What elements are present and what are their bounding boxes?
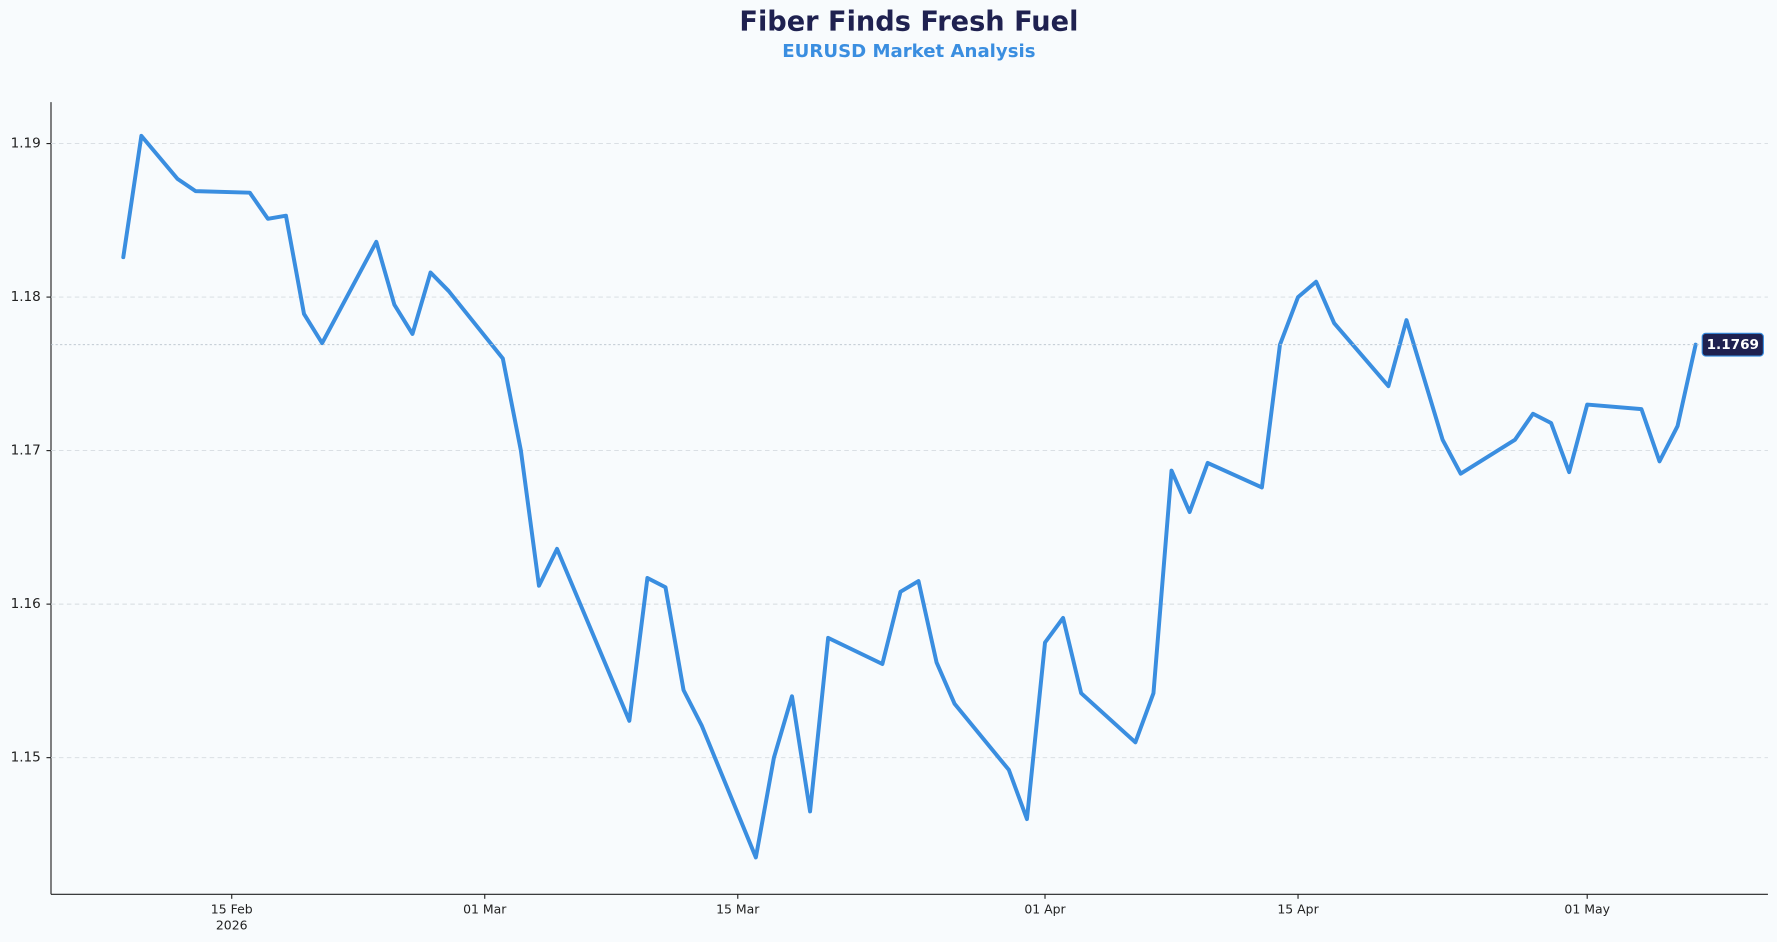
price-line	[121, 133, 1698, 860]
last-price-badge	[1701, 332, 1764, 357]
y-tick-label: 1.18	[11, 289, 41, 305]
x-tick-year: 2026	[216, 918, 248, 933]
x-tick-label: 01 May	[1564, 902, 1610, 917]
chart-subtitle: EURUSD Market Analysis	[782, 41, 1035, 62]
last-price-label: 1.1769	[1707, 337, 1759, 353]
x-tick-label: 01 Apr	[1024, 902, 1066, 917]
x-tick-label: 15 Mar	[716, 902, 760, 917]
x-tick-label: 15 Feb	[211, 902, 253, 917]
y-tick-label: 1.19	[11, 136, 41, 152]
y-tick-label: 1.17	[11, 443, 41, 459]
y-tick-label: 1.15	[11, 750, 41, 766]
chart-title: Fiber Finds Fresh Fuel	[739, 6, 1078, 37]
y-tick-label: 1.16	[11, 596, 41, 612]
x-tick-label: 15 Apr	[1277, 902, 1319, 917]
x-tick-label: 01 Mar	[463, 902, 507, 917]
